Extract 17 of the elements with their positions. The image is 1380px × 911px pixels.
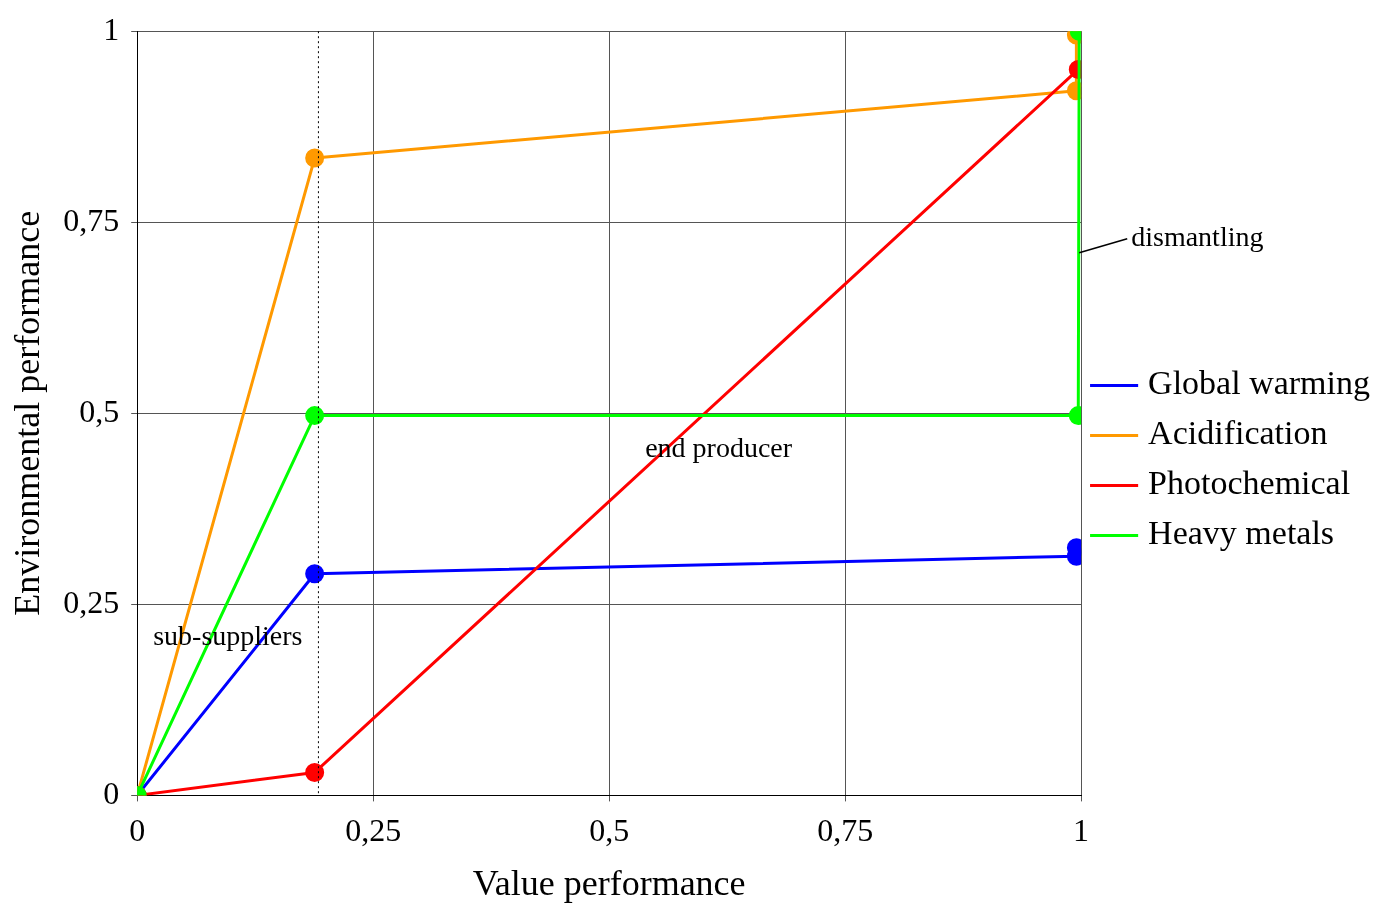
annotation: dismantling [1131,221,1264,253]
legend-label: Acidification [1148,414,1328,452]
x-tick-label: 1 [1073,812,1090,849]
legend-label: Heavy metals [1148,514,1335,552]
y-tick-label: 0 [103,774,120,811]
legend-label: Global warming [1148,364,1371,402]
x-axis-title: Value performance [472,862,746,903]
y-axis-title: Environmental performance [7,210,48,616]
x-tick-label: 0 [129,812,146,849]
y-tick-label: 1 [103,10,120,47]
x-tick-label: 0,75 [817,812,874,849]
x-tick-label: 0,25 [345,812,402,849]
y-tick-label: 0,25 [63,583,120,620]
legend-label: Photochemical [1148,464,1351,502]
y-tick-label: 0,75 [63,201,120,238]
x-tick-label: 0,5 [589,812,630,849]
y-tick-label: 0,5 [79,392,120,429]
